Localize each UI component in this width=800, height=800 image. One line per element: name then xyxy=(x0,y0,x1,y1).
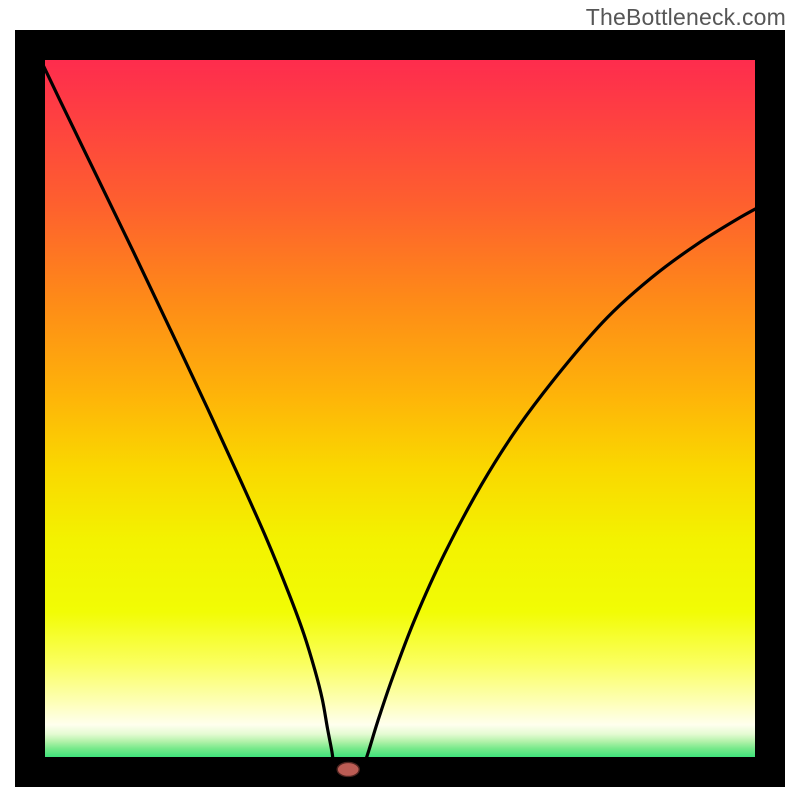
optimal-point-marker xyxy=(337,762,359,776)
bottleneck-chart xyxy=(0,0,800,800)
gradient-background xyxy=(30,45,770,772)
watermark-text: TheBottleneck.com xyxy=(586,4,786,31)
chart-container: { "watermark": { "text": "TheBottleneck.… xyxy=(0,0,800,800)
